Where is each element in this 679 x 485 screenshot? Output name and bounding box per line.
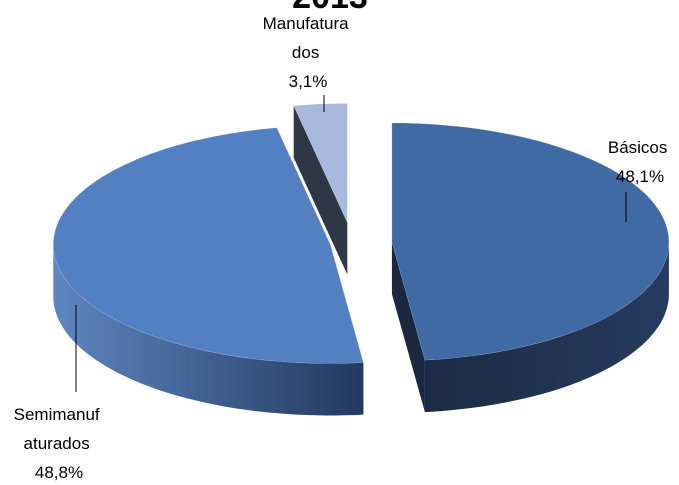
label-leader-lines (75, 95, 627, 392)
slice-basicos (391, 122, 670, 361)
slice-semimanufaturados (53, 127, 364, 364)
slice-wall-manufaturados-0 (293, 105, 348, 275)
data-label-semimanufaturados-value: 48,8% (35, 463, 83, 482)
slice-side-semimanufaturados-0 (53, 244, 364, 416)
data-label-manufaturados-category-2: dos (292, 43, 319, 62)
data-label-manufaturados: Manufatura dos 3,1% (263, 14, 354, 91)
pie-slices (53, 103, 670, 416)
data-label-manufaturados-value: 3,1% (289, 72, 328, 91)
data-label-manufaturados-category-1: Manufatura (263, 14, 350, 33)
data-label-basicos-value: 48,1% (616, 167, 664, 186)
slice-wall-basicos-1 (391, 242, 425, 413)
chart-title: 2013 (292, 0, 368, 16)
data-label-basicos-category: Básicos (608, 138, 668, 157)
slice-manufaturados (293, 103, 348, 223)
slice-side-basicos-0 (424, 242, 669, 413)
data-label-semimanufaturados: Semimanuf aturados 48,8% (14, 405, 105, 482)
data-label-basicos: Básicos 48,1% (608, 138, 672, 186)
data-label-semimanufaturados-category-1: Semimanuf (14, 405, 100, 424)
data-label-semimanufaturados-category-2: aturados (24, 434, 90, 453)
